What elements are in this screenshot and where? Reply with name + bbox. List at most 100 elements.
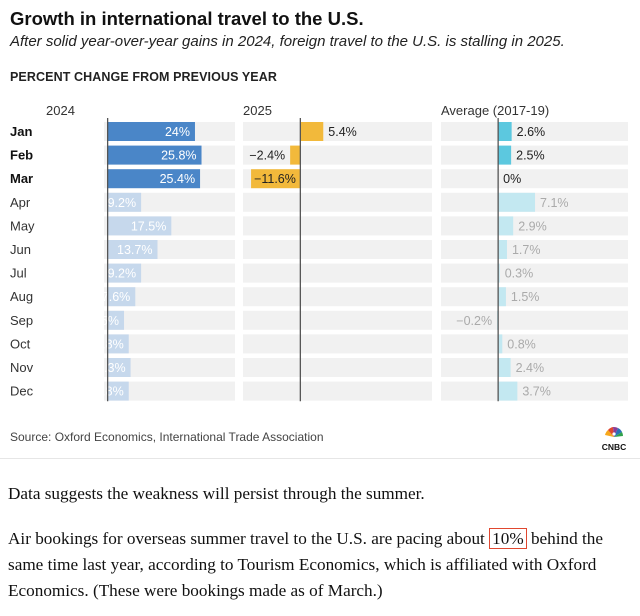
bar bbox=[498, 381, 518, 401]
row-background bbox=[104, 310, 235, 330]
data-label: 17.5% bbox=[131, 219, 166, 233]
row-background bbox=[441, 334, 628, 354]
month-label: Jul bbox=[10, 266, 27, 281]
bar bbox=[107, 122, 195, 141]
data-label: 0.8% bbox=[507, 337, 536, 351]
panel-header-1: 2025 bbox=[243, 103, 272, 118]
row-background bbox=[243, 216, 432, 236]
highlighted-percentage: 10% bbox=[489, 528, 527, 549]
month-label: Jun bbox=[10, 242, 31, 257]
bar bbox=[107, 192, 142, 212]
month-label: May bbox=[10, 218, 35, 233]
bar bbox=[107, 240, 158, 259]
row-background bbox=[243, 122, 432, 141]
bar bbox=[498, 122, 512, 141]
row-background bbox=[441, 145, 628, 165]
data-label: 25.4% bbox=[160, 172, 195, 186]
data-label: −0.2% bbox=[456, 314, 492, 328]
bar bbox=[107, 381, 129, 401]
bar bbox=[498, 145, 512, 165]
row-background bbox=[243, 334, 432, 354]
data-label: 2.6% bbox=[517, 125, 546, 139]
bar bbox=[107, 216, 172, 236]
month-label: Jan bbox=[10, 124, 32, 139]
bar bbox=[498, 216, 514, 236]
row-background bbox=[441, 169, 628, 189]
data-label: 7.6% bbox=[102, 290, 131, 304]
row-background bbox=[441, 240, 628, 259]
paragraph-text-start: Air bookings for overseas summer travel … bbox=[8, 529, 490, 548]
data-label: 2.4% bbox=[516, 361, 545, 375]
bar bbox=[290, 145, 301, 165]
data-label: 5.8% bbox=[95, 385, 124, 399]
month-label: Oct bbox=[10, 336, 31, 351]
source-note: Source: Oxford Economics, International … bbox=[10, 430, 324, 444]
row-background bbox=[441, 310, 628, 330]
data-label: 2.5% bbox=[516, 149, 545, 163]
row-background bbox=[243, 287, 432, 307]
row-background bbox=[441, 358, 628, 377]
data-label: −11.6% bbox=[254, 172, 296, 186]
row-background bbox=[104, 381, 235, 401]
bar bbox=[107, 263, 142, 283]
article-paragraph-1: Data suggests the weakness will persist … bbox=[8, 484, 425, 503]
row-background bbox=[243, 263, 432, 283]
data-label: 0.3% bbox=[505, 267, 534, 281]
month-label: Mar bbox=[10, 171, 33, 186]
data-label: 5.8% bbox=[95, 337, 124, 351]
row-background bbox=[243, 240, 432, 259]
cnbc-logo: CNBC bbox=[602, 426, 627, 452]
data-label: 9.2% bbox=[108, 196, 137, 210]
data-label: 7.1% bbox=[540, 196, 569, 210]
row-background bbox=[104, 358, 235, 377]
data-label: 0% bbox=[503, 172, 521, 186]
data-label: 6.3% bbox=[97, 361, 126, 375]
bar bbox=[107, 169, 201, 189]
data-label: 2.9% bbox=[518, 219, 547, 233]
cnbc-logo-text: CNBC bbox=[602, 442, 627, 452]
data-label: 25.8% bbox=[161, 149, 196, 163]
row-background bbox=[104, 334, 235, 354]
row-background bbox=[243, 192, 432, 212]
data-label: 1.7% bbox=[512, 243, 541, 257]
month-label: Nov bbox=[10, 360, 34, 375]
bar bbox=[107, 287, 136, 307]
data-label: 4.5% bbox=[91, 314, 120, 328]
data-label: 1.5% bbox=[511, 290, 540, 304]
row-background bbox=[441, 381, 628, 401]
bar bbox=[107, 358, 131, 377]
row-background bbox=[243, 381, 432, 401]
article-paragraph-2: Air bookings for overseas summer travel … bbox=[8, 526, 632, 604]
bar bbox=[107, 334, 129, 354]
row-background bbox=[104, 287, 235, 307]
chart-subtitle: After solid year-over-year gains in 2024… bbox=[10, 33, 565, 50]
panel-header-2: Average (2017-19) bbox=[441, 103, 549, 118]
data-label: 5.4% bbox=[328, 125, 357, 139]
panel-header-0: 2024 bbox=[46, 103, 75, 118]
data-label: 3.7% bbox=[522, 385, 551, 399]
measure-label: PERCENT CHANGE FROM PREVIOUS YEAR bbox=[10, 70, 277, 84]
bar-chart: 2024 2025 Average (2017-19) Jan Feb Mar Apr May… bbox=[10, 103, 628, 402]
row-background bbox=[441, 122, 628, 141]
chart-title: Growth in international travel to the U.… bbox=[10, 8, 364, 29]
bar bbox=[498, 192, 536, 212]
month-label: Sep bbox=[10, 313, 33, 328]
month-label: Aug bbox=[10, 289, 33, 304]
data-label: 24% bbox=[165, 125, 190, 139]
paragraph-text-end: behind the same time last year, accordin… bbox=[8, 529, 604, 600]
bar bbox=[107, 310, 125, 330]
data-label: 13.7% bbox=[117, 243, 152, 257]
bar bbox=[251, 169, 301, 189]
bar bbox=[498, 240, 507, 259]
bar bbox=[107, 145, 202, 165]
divider bbox=[0, 458, 640, 459]
bar bbox=[498, 263, 500, 283]
data-label: 9.2% bbox=[108, 267, 137, 281]
row-background bbox=[441, 287, 628, 307]
row-background bbox=[243, 358, 432, 377]
bar bbox=[498, 358, 511, 377]
row-background bbox=[243, 310, 432, 330]
row-background bbox=[441, 263, 628, 283]
month-label: Apr bbox=[10, 195, 31, 210]
bar bbox=[498, 287, 506, 307]
